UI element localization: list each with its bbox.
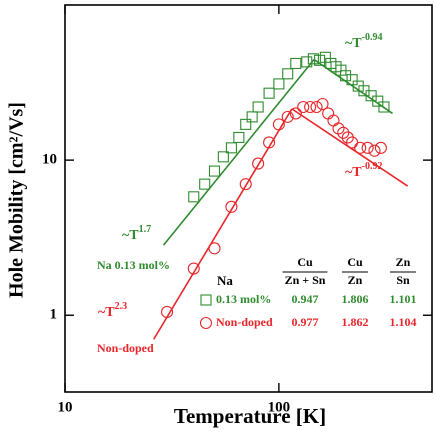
data-point	[374, 141, 387, 154]
data-point	[372, 95, 384, 107]
annotation: ~T1.7	[122, 224, 151, 243]
data-point	[307, 53, 319, 65]
data-point	[282, 68, 294, 80]
data-point	[199, 178, 211, 190]
table-header-den: Zn + Sn	[285, 273, 326, 287]
data-point	[233, 131, 245, 144]
data-point	[208, 165, 221, 177]
annotation-text: ~T	[122, 228, 139, 243]
data-point	[239, 178, 252, 191]
data-point	[281, 110, 294, 123]
data-point	[346, 74, 358, 86]
annotation-exponent: -0.94	[362, 32, 383, 43]
legend-label: 0.13 mol%	[216, 292, 271, 306]
fit-line	[153, 108, 293, 340]
data-point	[290, 57, 302, 69]
data-point	[273, 78, 285, 90]
data-point	[354, 141, 367, 154]
plot-frame	[64, 4, 433, 393]
table-cell: 1.862	[342, 315, 369, 329]
annotation-text: ~T	[98, 305, 115, 320]
table-cell: 1.104	[390, 315, 417, 329]
annotation-text: ~T	[345, 165, 362, 180]
data-point	[361, 141, 374, 154]
data-point	[289, 107, 302, 120]
annotation-text: Na 0.13 mol%	[97, 258, 170, 272]
annotation-exponent: -0.92	[362, 161, 383, 172]
annotation: Na 0.13 mol%	[97, 258, 170, 272]
data-point	[272, 118, 285, 131]
data-point	[208, 242, 221, 255]
table-header-num: Cu	[297, 255, 313, 269]
data-point	[187, 262, 200, 275]
table-header-num: Cu	[347, 255, 363, 269]
annotation-text: Non-doped	[97, 341, 154, 355]
y-tick-label: 10	[42, 152, 57, 168]
data-point	[225, 200, 238, 213]
table-header: Na	[217, 273, 233, 288]
y-tick-label: 1	[50, 307, 58, 323]
annotation: ~T-0.94	[345, 32, 382, 51]
table-header-den: Zn	[348, 273, 363, 287]
data-point	[225, 142, 237, 154]
data-point	[263, 136, 276, 149]
annotation-exponent: 2.3	[115, 301, 128, 312]
table-header-num: Zn	[396, 255, 411, 269]
annotation-exponent: 1.7	[139, 224, 152, 235]
table-cell: 0.977	[292, 315, 319, 329]
data-point	[314, 54, 326, 66]
annotation: ~T2.3	[98, 301, 127, 320]
annotation: Non-doped	[97, 341, 154, 355]
data-point	[301, 56, 313, 68]
table-cell: 1.101	[390, 292, 417, 306]
data-point	[252, 157, 265, 170]
table-cell: 1.806	[342, 292, 369, 306]
x-tick-label: 100	[268, 399, 291, 415]
data-point	[246, 111, 258, 123]
table-cell: 0.947	[292, 292, 319, 306]
data-point	[337, 126, 350, 139]
x-tick-label: 10	[58, 399, 73, 415]
data-point	[332, 122, 345, 135]
data-point	[322, 107, 335, 120]
data-point	[316, 97, 329, 111]
data-point	[252, 101, 264, 113]
data-point	[378, 101, 390, 113]
data-point	[297, 100, 310, 114]
data-point	[310, 100, 323, 114]
x-axis-label: Temperature [K]	[174, 404, 326, 428]
legend-marker	[199, 316, 213, 330]
data-point	[188, 191, 200, 203]
legend-marker	[200, 294, 212, 306]
annotation-text: ~T	[345, 36, 362, 51]
data-point	[160, 305, 174, 319]
annotation: ~T-0.92	[345, 161, 382, 180]
data-point	[327, 114, 340, 127]
data-point	[368, 144, 381, 157]
table-header-den: Sn	[396, 273, 410, 287]
fit-line	[162, 59, 315, 246]
data-point	[263, 87, 275, 99]
data-point	[304, 100, 317, 114]
data-point	[240, 118, 252, 130]
data-point	[339, 70, 352, 82]
data-point	[217, 151, 229, 163]
legend-label: Non-doped	[216, 315, 273, 329]
y-axis-label: Hole Mobility [cm²/Vs]	[6, 102, 28, 298]
